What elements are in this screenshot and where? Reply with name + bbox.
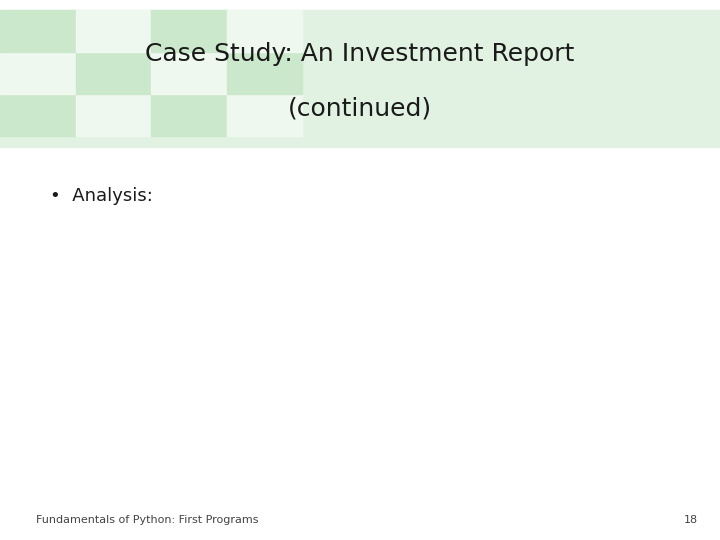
Bar xyxy=(151,10,227,52)
Text: 18: 18 xyxy=(684,515,698,525)
Bar xyxy=(0,10,720,147)
Bar xyxy=(151,94,227,136)
Bar xyxy=(0,94,76,136)
Bar xyxy=(0,10,76,52)
Bar xyxy=(0,52,76,94)
Bar xyxy=(227,10,302,52)
Bar xyxy=(76,52,151,94)
Bar xyxy=(76,94,151,136)
Bar xyxy=(151,52,227,94)
Bar xyxy=(227,94,302,136)
Text: Fundamentals of Python: First Programs: Fundamentals of Python: First Programs xyxy=(36,515,258,525)
Text: Case Study: An Investment Report: Case Study: An Investment Report xyxy=(145,42,575,66)
Text: (continued): (continued) xyxy=(288,96,432,120)
Bar xyxy=(227,52,302,94)
Text: •  Analysis:: • Analysis: xyxy=(50,187,153,205)
Bar xyxy=(76,10,151,52)
